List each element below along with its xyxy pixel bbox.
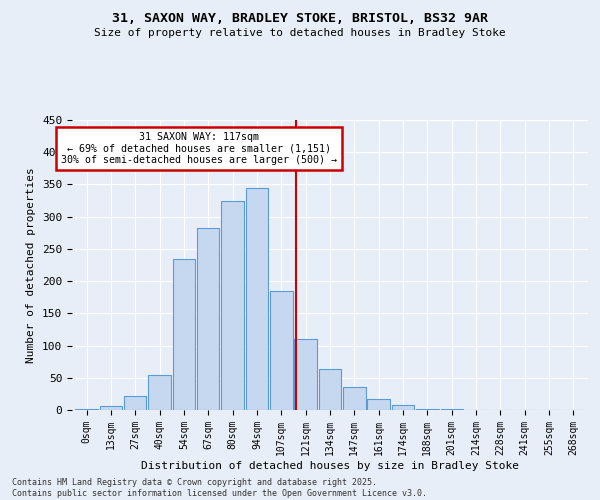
Bar: [392, 406, 414, 410]
Bar: [76, 408, 98, 410]
Bar: [367, 399, 390, 410]
Text: 31 SAXON WAY: 117sqm
← 69% of detached houses are smaller (1,151)
30% of semi-de: 31 SAXON WAY: 117sqm ← 69% of detached h…: [61, 132, 337, 165]
Bar: [221, 200, 244, 410]
Bar: [319, 370, 341, 410]
Y-axis label: Number of detached properties: Number of detached properties: [26, 167, 37, 363]
Bar: [270, 291, 293, 410]
Text: Size of property relative to detached houses in Bradley Stoke: Size of property relative to detached ho…: [94, 28, 506, 38]
Bar: [148, 374, 171, 410]
Bar: [100, 406, 122, 410]
Bar: [416, 408, 439, 410]
Bar: [173, 258, 195, 410]
Bar: [124, 396, 146, 410]
Text: Contains HM Land Registry data © Crown copyright and database right 2025.
Contai: Contains HM Land Registry data © Crown c…: [12, 478, 427, 498]
Text: 31, SAXON WAY, BRADLEY STOKE, BRISTOL, BS32 9AR: 31, SAXON WAY, BRADLEY STOKE, BRISTOL, B…: [112, 12, 488, 26]
Bar: [343, 388, 365, 410]
Bar: [246, 188, 268, 410]
Bar: [197, 228, 220, 410]
X-axis label: Distribution of detached houses by size in Bradley Stoke: Distribution of detached houses by size …: [141, 460, 519, 470]
Bar: [295, 339, 317, 410]
